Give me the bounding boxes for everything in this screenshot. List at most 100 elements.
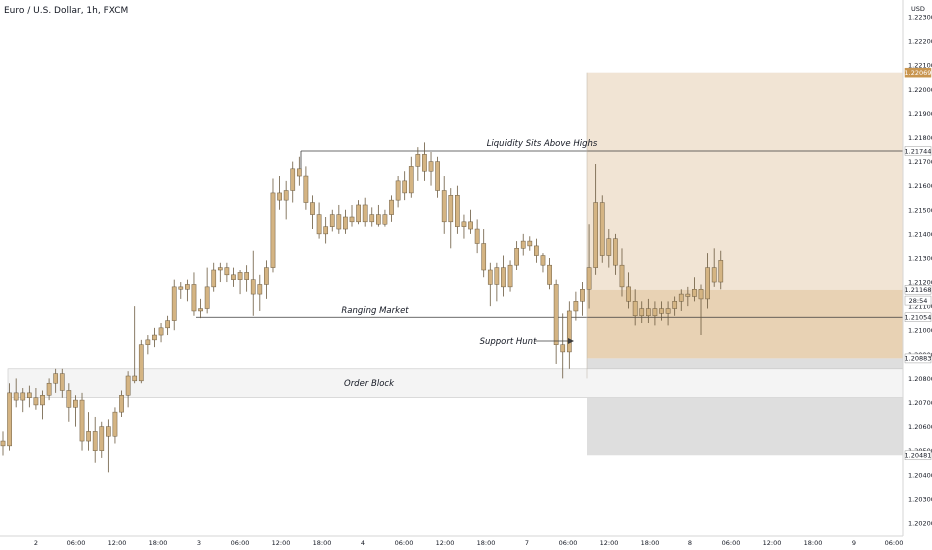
candle-body [237, 272, 243, 280]
candle-body [665, 308, 671, 314]
badge-zone-top-box [904, 67, 932, 78]
order-block-label: Order Block [344, 379, 395, 389]
support-hunt-label: Support Hunt [480, 337, 537, 347]
candle-body [659, 308, 664, 314]
order-block-zone [7, 368, 904, 398]
candle-body [534, 245, 539, 256]
candle-body [231, 274, 236, 280]
candle-body [277, 192, 282, 201]
candle-body [323, 226, 329, 235]
candle-body [99, 426, 105, 451]
candle-body [79, 399, 85, 442]
badge-liquidity-box [904, 146, 932, 156]
candle-body [698, 289, 704, 300]
candle-body [599, 202, 605, 256]
y-tick-label: 1.21500 [908, 206, 932, 214]
candle-body [461, 221, 467, 227]
candle-body [138, 344, 144, 382]
candle-body [59, 373, 65, 391]
candle-body [73, 399, 78, 408]
y-tick-label: 1.20400 [908, 471, 932, 479]
candle-body [573, 301, 579, 312]
candle-body [520, 240, 526, 249]
x-tick-label: 06:00 [231, 539, 250, 547]
candle-body [270, 192, 276, 268]
candle-body [296, 168, 302, 177]
badge-countdown-box [904, 295, 932, 306]
candle-body [474, 228, 480, 244]
x-tick-label: 06:00 [722, 539, 741, 547]
candle-body [145, 339, 151, 345]
x-tick-label: 4 [361, 539, 365, 547]
candle-body [678, 293, 684, 302]
candle-body [547, 264, 552, 285]
candle-body [125, 375, 131, 396]
candle-body [86, 431, 91, 442]
target-zone-lower [587, 289, 903, 359]
candle-body [553, 284, 559, 345]
y-tick-label: 1.21000 [908, 327, 932, 335]
x-tick-label: 18:00 [313, 539, 332, 547]
candle-body [362, 204, 368, 223]
candle-body [198, 308, 203, 312]
candle-body [178, 286, 184, 290]
candle-body [692, 289, 697, 297]
x-tick-label: 06:00 [559, 539, 578, 547]
candle-body [514, 248, 519, 266]
candle-body [448, 195, 454, 223]
candle-body [316, 214, 322, 235]
candle-body [428, 161, 434, 172]
candle-body [7, 392, 12, 447]
candle-body [639, 308, 645, 317]
candle-body [566, 310, 572, 353]
candle-body [580, 289, 585, 302]
candle-body [527, 240, 533, 247]
x-tick-label: 12:00 [436, 539, 455, 547]
candle-body [422, 154, 427, 172]
x-tick-label: 06:00 [885, 539, 904, 547]
candle-body [132, 375, 138, 382]
candle-body [606, 238, 612, 256]
candle-body [33, 397, 39, 406]
y-tick-label: 1.20200 [908, 519, 932, 527]
y-tick-label: 1.21300 [908, 254, 932, 262]
x-tick-label: 9 [852, 539, 856, 547]
support-hunt-arrowhead [568, 338, 574, 344]
y-tick-label: 1.21600 [908, 182, 932, 190]
candle-body [283, 190, 289, 201]
candle-body [672, 301, 678, 309]
candle-body [217, 267, 223, 271]
candle-body [494, 267, 500, 285]
candle-body [408, 166, 414, 194]
x-tick-label: 7 [525, 539, 529, 547]
y-tick-label: 1.21100 [908, 303, 932, 311]
x-tick-label: 3 [197, 539, 201, 547]
candle-body [487, 269, 493, 285]
badge-zone-mid-box [904, 285, 932, 295]
candle-body [441, 190, 447, 223]
candle-body [329, 214, 335, 227]
y-tick-label: 1.20600 [908, 423, 932, 431]
x-tick-label: 2 [34, 539, 38, 547]
candle-body [468, 221, 473, 230]
candle-body [645, 308, 651, 317]
candle-body [613, 238, 618, 266]
candle-body [375, 214, 381, 225]
ranging-market-label: Ranging Market [341, 306, 409, 316]
candle-body [560, 344, 566, 353]
candle-body [53, 373, 59, 384]
target-zone-upper [587, 72, 903, 290]
candle-body [349, 216, 355, 223]
y-tick-label: 1.22100 [908, 62, 932, 70]
candle-body [204, 286, 210, 309]
x-tick-label: 18:00 [641, 539, 660, 547]
candle-body [507, 264, 513, 288]
candle-body [369, 214, 375, 223]
candle-body [106, 426, 111, 437]
candle-body [257, 284, 263, 295]
candle-body [152, 334, 157, 341]
candle-body [112, 411, 118, 437]
candle-body [92, 431, 98, 451]
candle-body [250, 279, 256, 295]
